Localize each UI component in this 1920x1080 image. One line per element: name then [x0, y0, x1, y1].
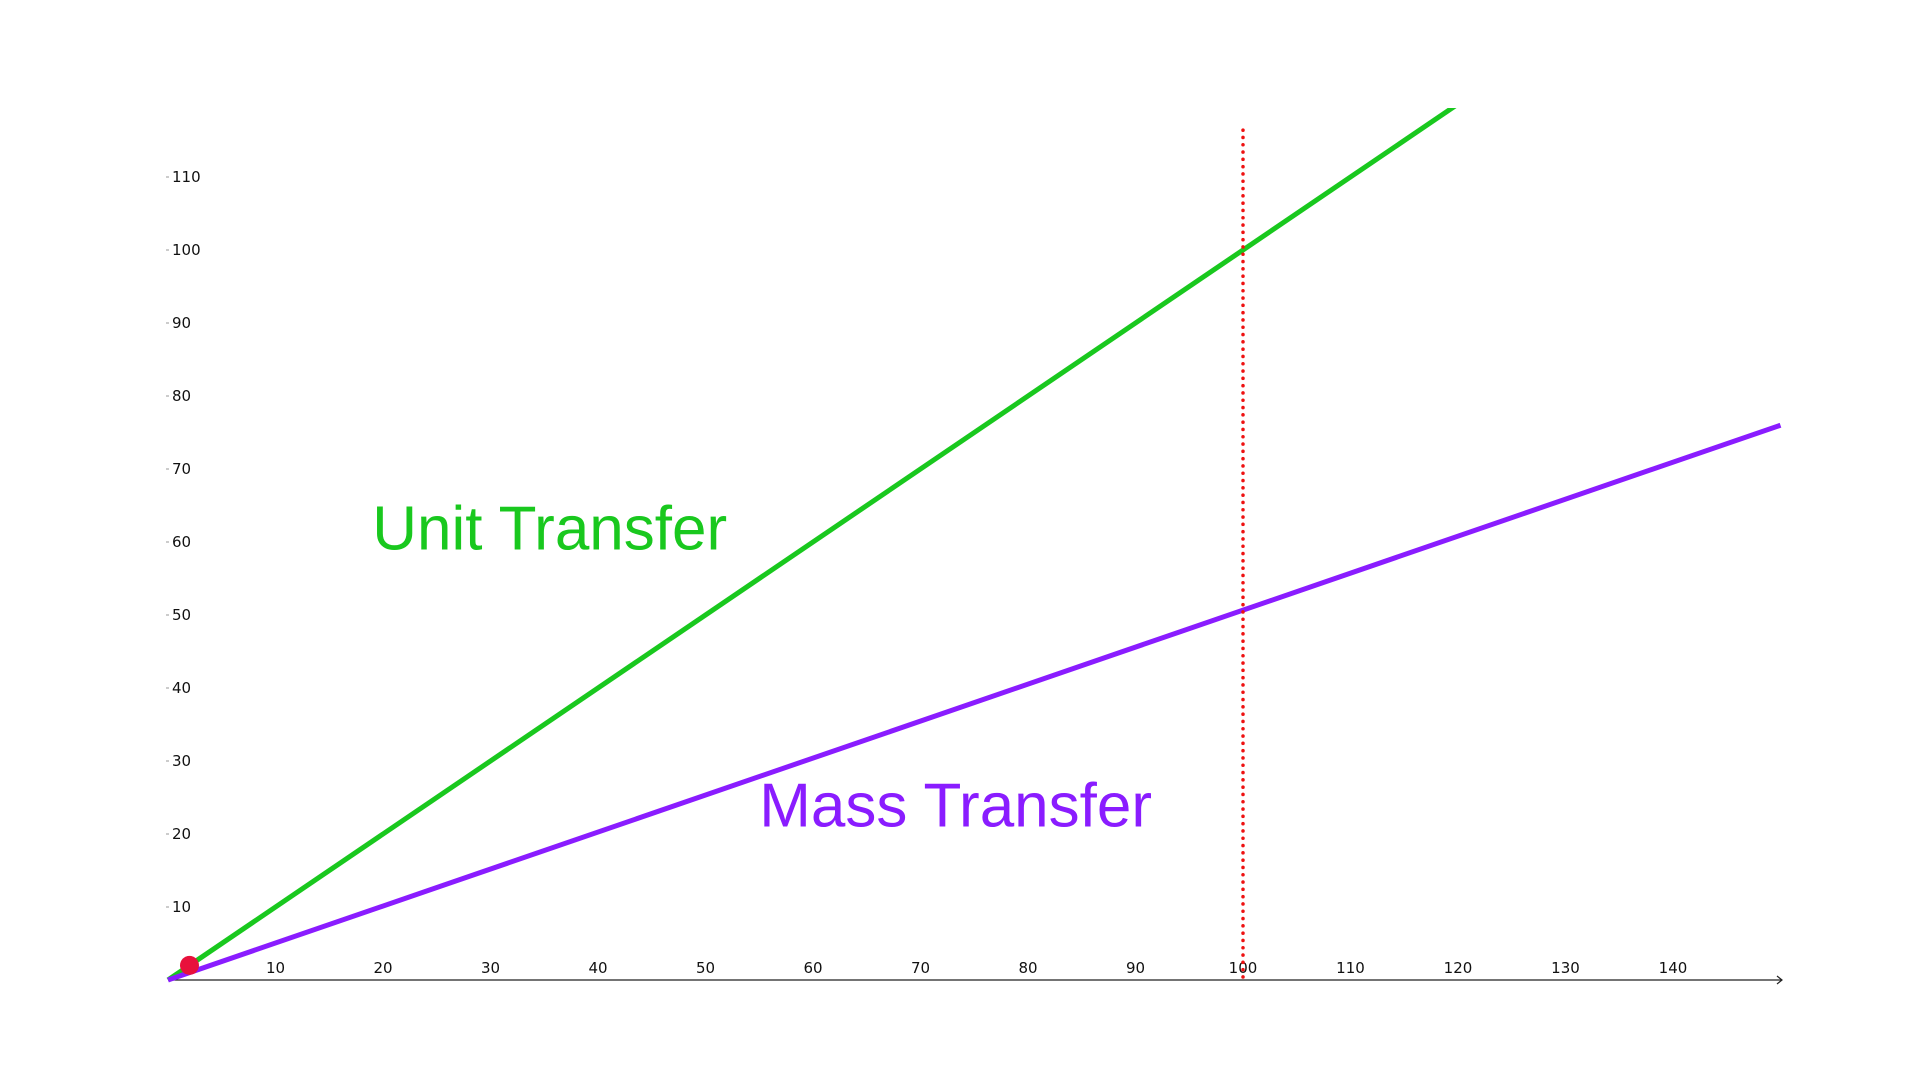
x-tick-label: 90: [1126, 959, 1145, 977]
x-tick-label: 120: [1444, 959, 1473, 977]
y-tick-label: 80: [172, 387, 191, 405]
y-tick-label: 110: [172, 168, 201, 186]
label-mass-transfer: Mass Transfer: [759, 772, 1152, 841]
y-tick-label: 90: [172, 314, 191, 332]
y-tick-label: 30: [172, 752, 191, 770]
y-tick-label: 60: [172, 533, 191, 551]
x-tick-label: 10: [266, 959, 285, 977]
series-lines: [166, 108, 1782, 983]
axes: [168, 975, 1783, 985]
x-tick-label: 40: [588, 959, 607, 977]
annotations: [180, 124, 1245, 979]
marker-point: [180, 955, 199, 975]
y-tick-label: 40: [172, 679, 191, 697]
tick-labels: 10 20 30 40 50 60 70 80 90 100 110 120 130 140 10 20 30 4…: [166, 168, 1687, 977]
series-line-mass-transfer: [167, 422, 1782, 983]
x-tick-label: 140: [1659, 959, 1688, 977]
y-tick-label: 10: [172, 898, 191, 916]
y-tick-label: 100: [172, 241, 201, 259]
x-tick-label: 50: [696, 959, 715, 977]
y-tick-label: 70: [172, 460, 191, 478]
x-tick-label: 110: [1336, 959, 1365, 977]
label-unit-transfer: Unit Transfer: [372, 494, 727, 563]
x-tick-label: 80: [1018, 959, 1037, 977]
y-tick-label: 50: [172, 606, 191, 624]
x-tick-label: 130: [1551, 959, 1580, 977]
x-tick-label: 20: [373, 959, 392, 977]
x-tick-label: 70: [911, 959, 930, 977]
y-tick-label: 20: [172, 825, 191, 843]
x-tick-label: 30: [481, 959, 500, 977]
series-line-unit-transfer: [166, 108, 1457, 983]
x-tick-label: 60: [803, 959, 822, 977]
x-axis-arrow: [1776, 975, 1783, 985]
series-labels: Unit Transfer Mass Transfer: [372, 494, 1152, 840]
